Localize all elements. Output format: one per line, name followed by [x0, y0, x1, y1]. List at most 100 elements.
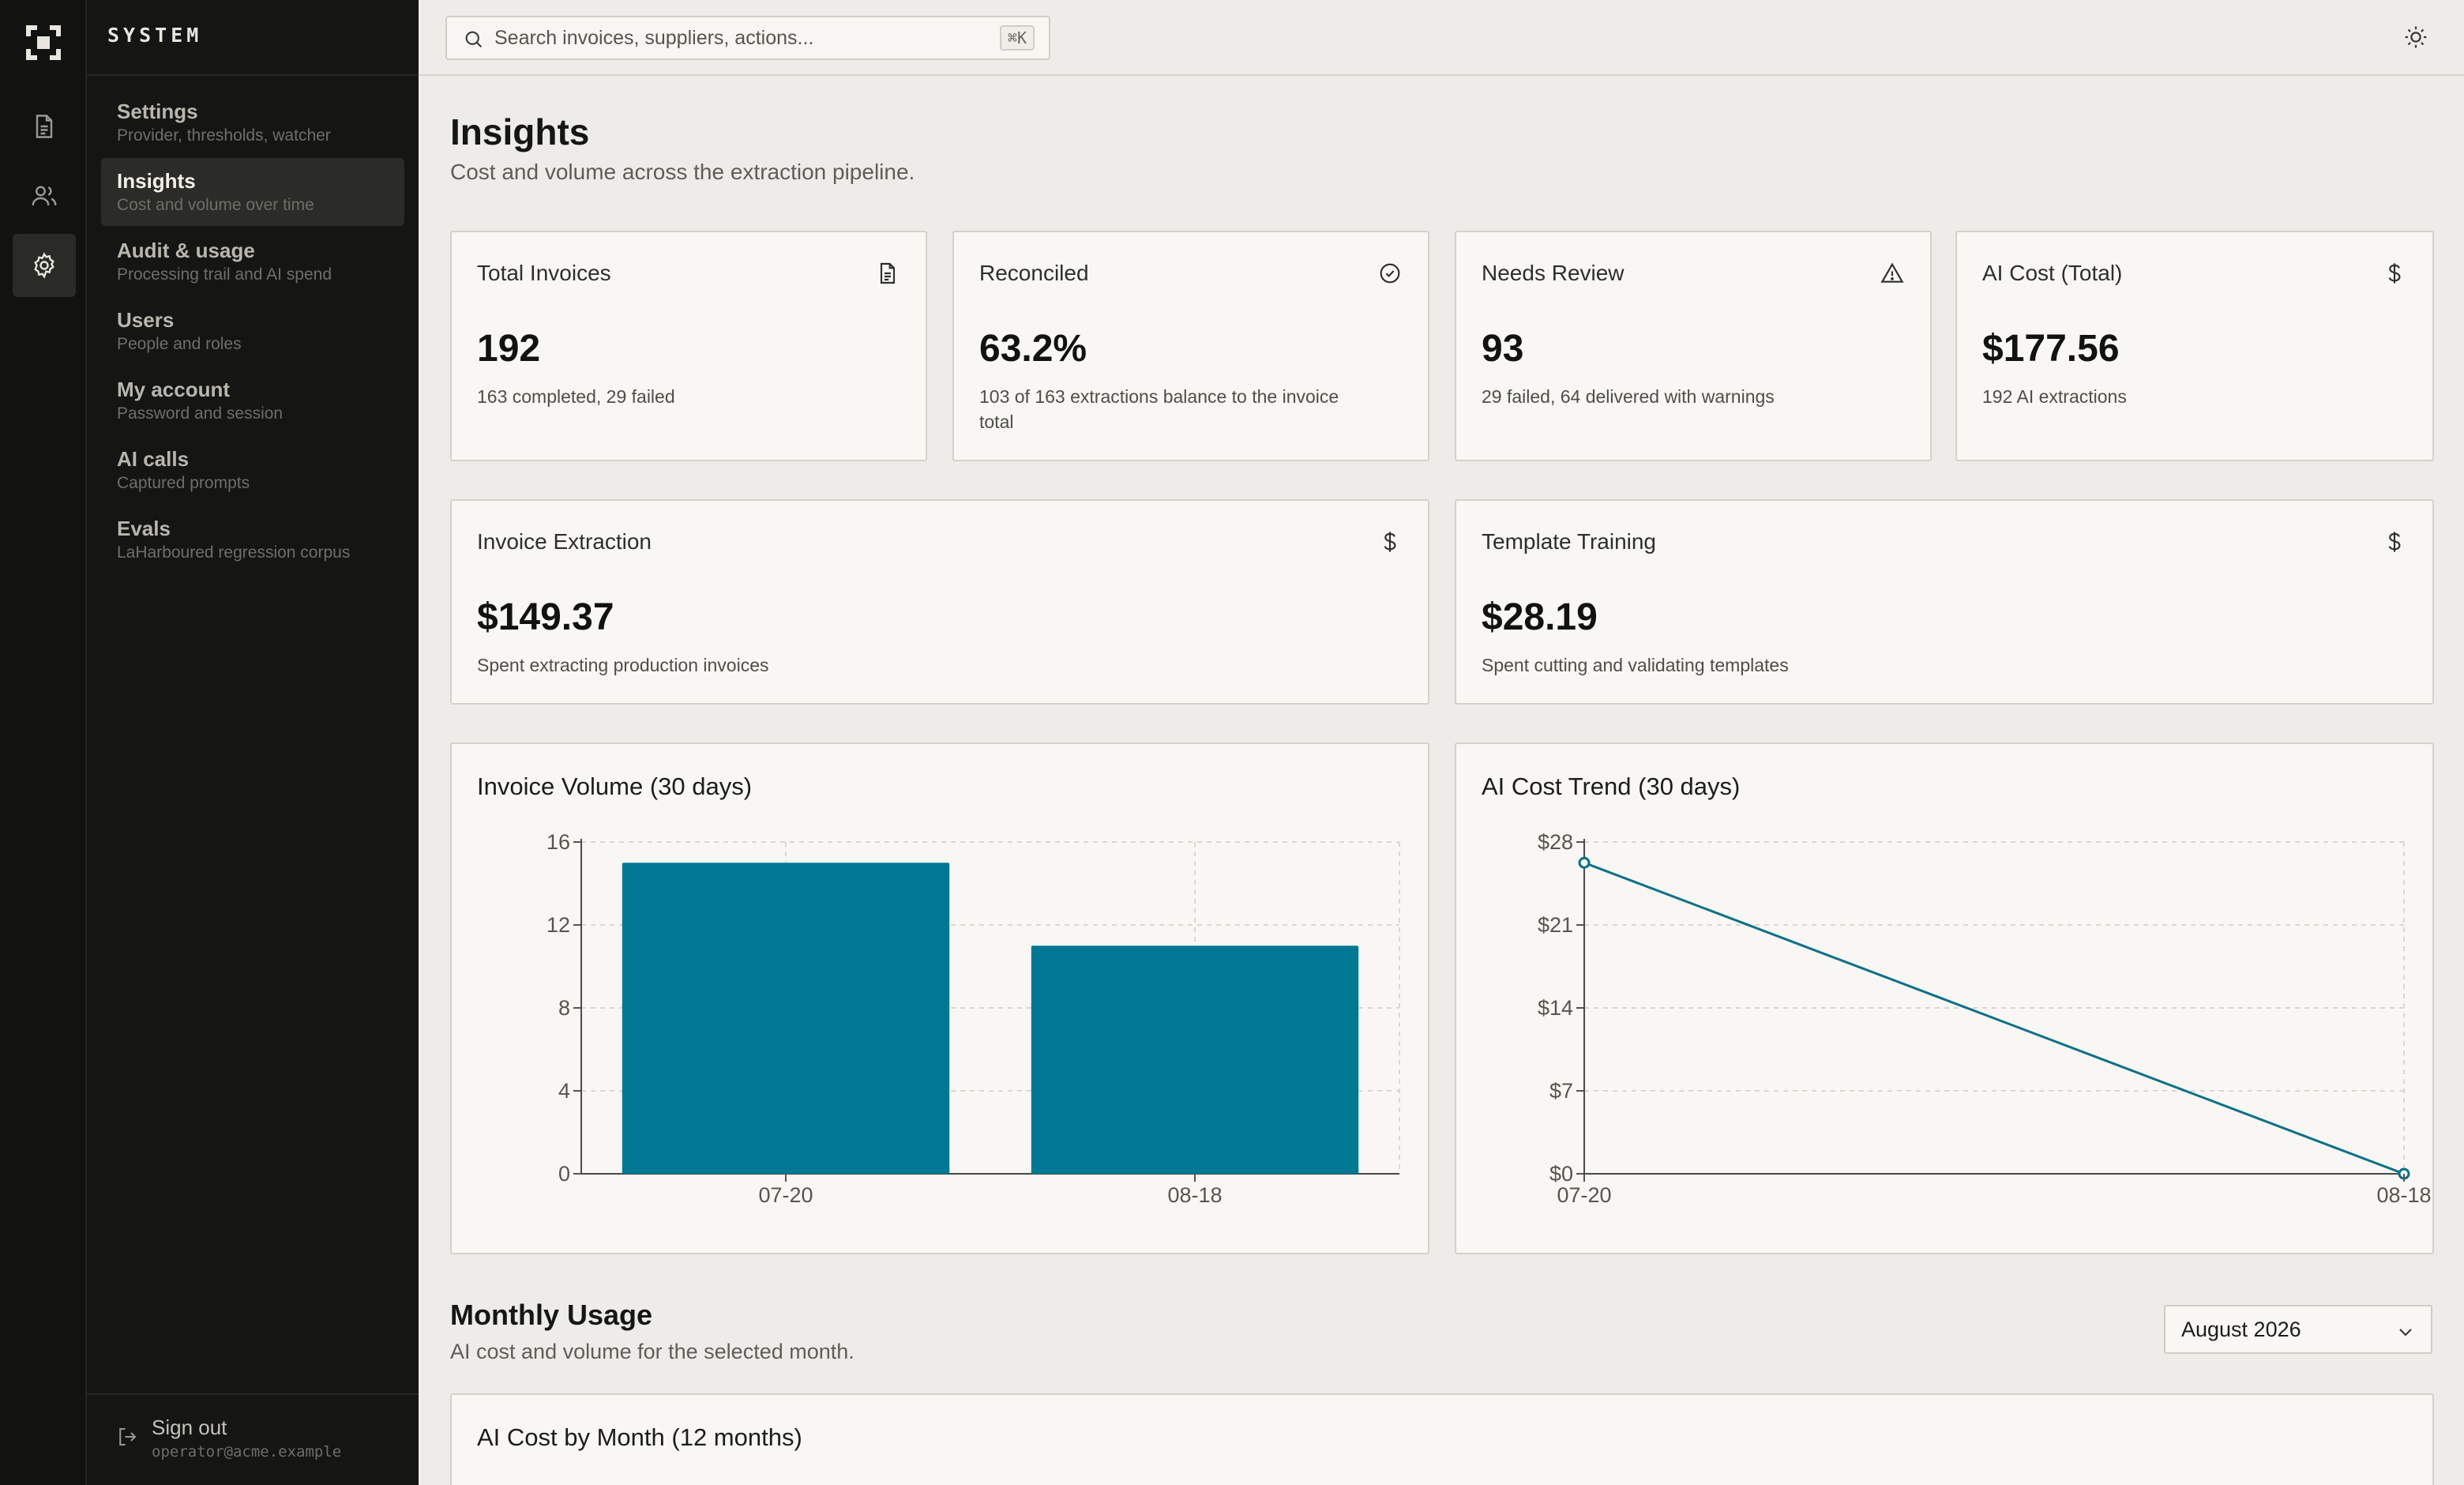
dollar-icon — [2388, 532, 2401, 552]
sidebar-item-users[interactable]: Users People and roles — [101, 297, 404, 365]
sidebar-item-description: Provider, thresholds, watcher — [117, 126, 331, 145]
settings-icon — [34, 252, 54, 279]
sidebar-item-description: Cost and volume over time — [117, 196, 314, 214]
stat-label: Needs Review — [1482, 261, 1625, 285]
ai-cost-trend-chart-card: AI Cost Trend (30 days) $0 $7 $14 $21 $28 07-… — [1455, 742, 2434, 1254]
sidebar-item-label: Evals — [117, 517, 171, 540]
icon-rail — [0, 0, 87, 1485]
invoice-volume-chart-card: Invoice Volume (30 days) 0 4 8 12 16 07-20 08-… — [450, 742, 1429, 1254]
shortcut-badge: ⌘K — [999, 25, 1035, 51]
sidebar-item-insights[interactable]: Insights Cost and volume over time — [101, 158, 404, 226]
stat-note: 192 AI extractions — [1982, 386, 2127, 407]
x-tick-label: 07-20 — [758, 1183, 813, 1207]
sign-out-icon — [119, 1428, 137, 1446]
cost-note: Spent cutting and validating templates — [1482, 655, 1789, 675]
account-email: operator@acme.example — [152, 1443, 342, 1461]
chevron-down-icon — [2399, 1329, 2412, 1336]
sidebar-item-label: Users — [117, 308, 175, 332]
stat-card-total-invoices: Total Invoices 192 163 completed, 29 fai… — [450, 231, 927, 461]
stat-note: 103 of 163 extractions balance to the in… — [979, 386, 1339, 432]
y-tick-label: $28 — [1538, 830, 1573, 854]
divider — [87, 1393, 419, 1395]
users-icon — [32, 186, 57, 206]
x-tick-label: 08-18 — [2376, 1183, 2431, 1207]
sidebar-item-audit-usage[interactable]: Audit & usage Processing trail and AI sp… — [101, 227, 404, 295]
cost-note: Spent extracting production invoices — [477, 655, 769, 675]
y-tick-label: 4 — [558, 1079, 570, 1103]
y-tick-label: 0 — [558, 1162, 570, 1186]
y-tick-label: $0 — [1549, 1162, 1573, 1186]
stat-value: 192 — [477, 328, 541, 370]
sidebar-item-label: AI calls — [117, 447, 190, 471]
check-circle-icon — [1380, 263, 1400, 284]
series-line — [1583, 861, 2405, 1175]
sidebar-item-evals[interactable]: Evals LaHarboured regression corpus — [101, 506, 404, 573]
sidebar: SYSTEM Settings Provider, thresholds, wa… — [87, 0, 419, 1485]
stat-label: Total Invoices — [477, 261, 611, 285]
stat-label: Reconciled — [979, 261, 1089, 285]
document-icon — [880, 262, 896, 284]
page-title: Insights — [450, 111, 590, 152]
search-input[interactable] — [494, 24, 984, 52]
x-tick-label: 08-18 — [1167, 1183, 1222, 1207]
sign-out-button[interactable]: Sign out operator@acme.example — [115, 1414, 341, 1463]
stat-note: 29 failed, 64 delivered with warnings — [1482, 386, 1775, 407]
stat-card-reconciled: Reconciled 63.2% 103 of 163 extractions … — [952, 231, 1429, 461]
dollar-icon — [2388, 263, 2401, 284]
documents-icon — [36, 115, 53, 138]
sidebar-item-my-account[interactable]: My account Password and session — [101, 367, 404, 434]
y-tick-label: 12 — [547, 913, 570, 937]
divider — [87, 74, 419, 76]
sidebar-item-description: Processing trail and AI spend — [117, 265, 332, 284]
sidebar-item-label: Settings — [117, 100, 198, 123]
rail-settings-button[interactable] — [13, 234, 76, 297]
cost-card-invoice-extraction: Invoice Extraction $149.37 Spent extract… — [450, 499, 1429, 705]
cost-label: Invoice Extraction — [477, 529, 652, 554]
section-subtitle: AI cost and volume for the selected mont… — [450, 1340, 855, 1363]
cost-label: Template Training — [1482, 529, 1657, 554]
warning-icon — [1880, 262, 1904, 283]
sidebar-item-label: Insights — [117, 169, 196, 193]
search-icon — [465, 31, 483, 48]
brand-title: SYSTEM — [107, 24, 203, 47]
month-select[interactable]: August 2026 — [2164, 1305, 2432, 1354]
invoice-volume-chart: 0 4 8 12 16 07-20 08-18 — [547, 830, 1400, 1207]
logo-icon — [26, 25, 61, 60]
stat-value: $177.56 — [1982, 328, 2120, 370]
topbar: ⌘K — [419, 0, 2464, 76]
rail-users-button[interactable] — [13, 164, 76, 227]
ai-cost-by-month-chart-card: AI Cost by Month (12 months) — [450, 1393, 2434, 1485]
x-tick-label: 07-20 — [1557, 1183, 1611, 1207]
month-select-value: August 2026 — [2181, 1318, 2301, 1341]
sidebar-item-label: My account — [117, 378, 231, 401]
sidebar-item-label: Audit & usage — [117, 239, 255, 262]
sidebar-item-description: Captured prompts — [117, 474, 250, 492]
cost-card-template-training: Template Training $28.19 Spent cutting a… — [1455, 499, 2434, 705]
stat-card-needs-review: Needs Review 93 29 failed, 64 delivered … — [1455, 231, 1932, 461]
stat-card-ai-cost: AI Cost (Total) $177.56 192 AI extractio… — [1955, 231, 2434, 461]
sidebar-item-description: People and roles — [117, 335, 242, 353]
sidebar-item-description: LaHarboured regression corpus — [117, 543, 351, 562]
bar-08-18 — [1031, 946, 1359, 1174]
data-point-07-20 — [1578, 856, 1591, 869]
sidebar-nav: Settings Provider, thresholds, watcher I… — [101, 88, 404, 575]
ai-cost-trend-chart: $0 $7 $14 $21 $28 07-20 08-18 — [1538, 830, 2432, 1207]
sun-icon[interactable] — [2402, 24, 2429, 51]
cost-value: $28.19 — [1482, 596, 1598, 638]
dollar-icon — [1384, 532, 1396, 552]
sidebar-item-description: Password and session — [117, 404, 284, 423]
y-tick-label: 16 — [547, 830, 570, 854]
sidebar-item-settings[interactable]: Settings Provider, thresholds, watcher — [101, 88, 404, 156]
y-tick-label: $21 — [1538, 913, 1573, 937]
sidebar-item-ai-calls[interactable]: AI calls Captured prompts — [101, 436, 404, 504]
search-box: ⌘K — [445, 16, 1050, 60]
chart-title: AI Cost Trend (30 days) — [1482, 773, 1741, 800]
stat-label: AI Cost (Total) — [1982, 261, 2123, 285]
main-content: Insights Cost and volume across the extr… — [419, 76, 2464, 1485]
section-title: Monthly Usage — [450, 1299, 653, 1331]
sign-out-label: Sign out — [152, 1415, 227, 1439]
y-tick-label: $7 — [1549, 1079, 1573, 1103]
y-tick-label: $14 — [1538, 996, 1573, 1020]
rail-documents-button[interactable] — [13, 95, 76, 158]
chart-title: Invoice Volume (30 days) — [477, 773, 753, 800]
